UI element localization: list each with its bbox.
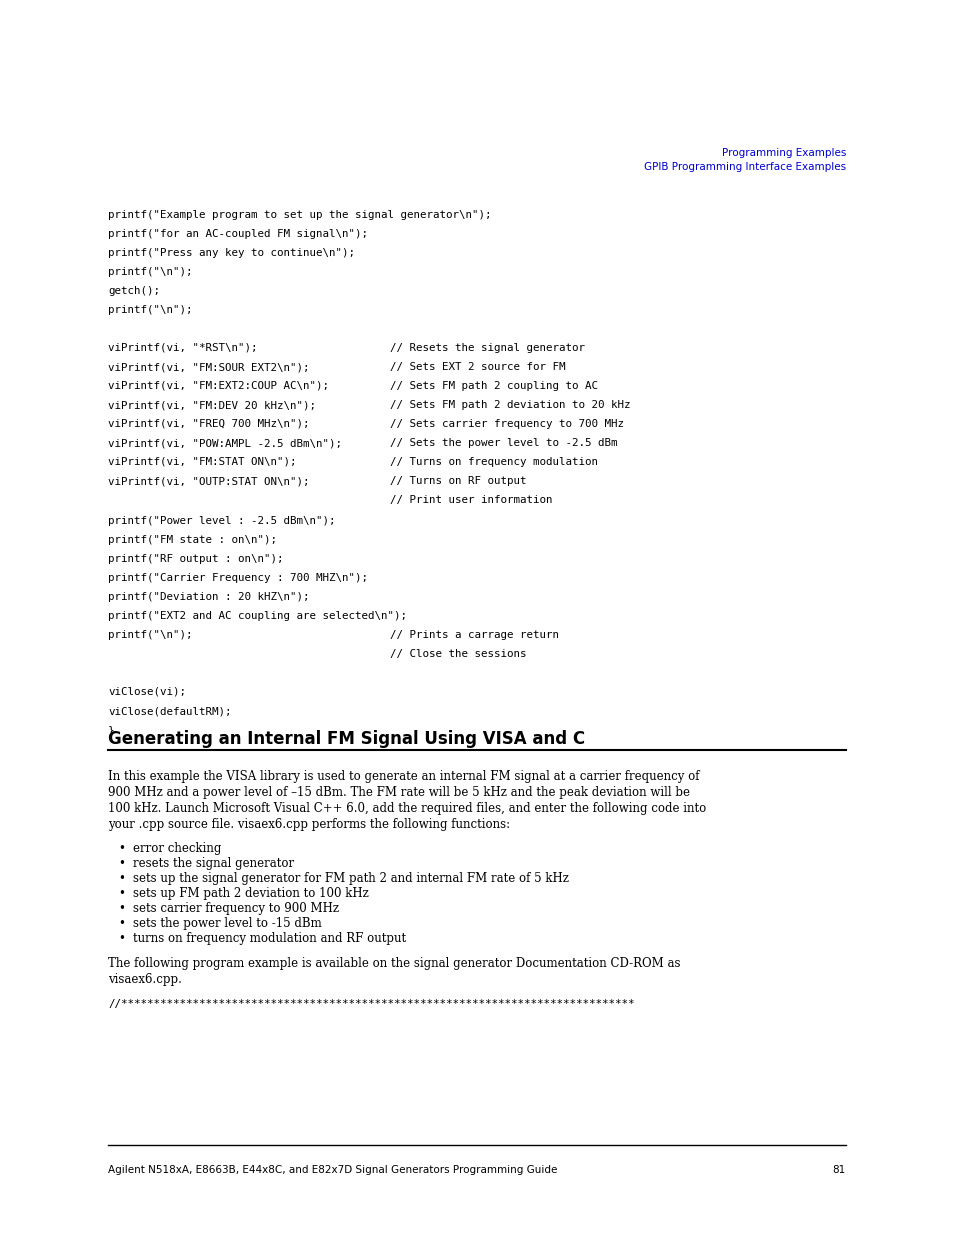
Text: // Turns on RF output: // Turns on RF output — [390, 475, 526, 487]
Text: •: • — [118, 872, 125, 885]
Text: printf("for an AC-coupled FM signal\n");: printf("for an AC-coupled FM signal\n"); — [108, 228, 368, 240]
Text: 900 MHz and a power level of –15 dBm. The FM rate will be 5 kHz and the peak dev: 900 MHz and a power level of –15 dBm. Th… — [108, 785, 689, 799]
Text: The following program example is available on the signal generator Documentation: The following program example is availab… — [108, 957, 679, 969]
Text: sets up FM path 2 deviation to 100 kHz: sets up FM path 2 deviation to 100 kHz — [132, 887, 369, 900]
Text: GPIB Programming Interface Examples: GPIB Programming Interface Examples — [643, 162, 845, 172]
Text: Programming Examples: Programming Examples — [720, 148, 845, 158]
Text: printf("RF output : on\n");: printf("RF output : on\n"); — [108, 555, 283, 564]
Text: •: • — [118, 918, 125, 930]
Text: Generating an Internal FM Signal Using VISA and C: Generating an Internal FM Signal Using V… — [108, 730, 584, 748]
Text: •: • — [118, 902, 125, 915]
Text: printf("Example program to set up the signal generator\n");: printf("Example program to set up the si… — [108, 210, 491, 220]
Text: turns on frequency modulation and RF output: turns on frequency modulation and RF out… — [132, 932, 406, 945]
Text: •: • — [118, 887, 125, 900]
Text: // Sets FM path 2 deviation to 20 kHz: // Sets FM path 2 deviation to 20 kHz — [390, 400, 630, 410]
Text: printf("Power level : -2.5 dBm\n");: printf("Power level : -2.5 dBm\n"); — [108, 516, 335, 526]
Text: •: • — [118, 842, 125, 855]
Text: printf("EXT2 and AC coupling are selected\n");: printf("EXT2 and AC coupling are selecte… — [108, 611, 407, 621]
Text: // Sets the power level to -2.5 dBm: // Sets the power level to -2.5 dBm — [390, 438, 617, 448]
Text: resets the signal generator: resets the signal generator — [132, 857, 294, 869]
Text: In this example the VISA library is used to generate an internal FM signal at a : In this example the VISA library is used… — [108, 769, 699, 783]
Text: viPrintf(vi, "FM:EXT2:COUP AC\n");: viPrintf(vi, "FM:EXT2:COUP AC\n"); — [108, 382, 329, 391]
Text: printf("\n");: printf("\n"); — [108, 305, 193, 315]
Text: // Prints a carrage return: // Prints a carrage return — [390, 630, 558, 640]
Text: printf("\n");: printf("\n"); — [108, 630, 193, 640]
Text: sets up the signal generator for FM path 2 and internal FM rate of 5 kHz: sets up the signal generator for FM path… — [132, 872, 568, 885]
Text: sets the power level to -15 dBm: sets the power level to -15 dBm — [132, 918, 321, 930]
Text: // Print user information: // Print user information — [390, 495, 552, 505]
Text: Agilent N518xA, E8663B, E44x8C, and E82x7D Signal Generators Programming Guide: Agilent N518xA, E8663B, E44x8C, and E82x… — [108, 1165, 557, 1174]
Text: viPrintf(vi, "*RST\n");: viPrintf(vi, "*RST\n"); — [108, 343, 257, 353]
Text: // Sets EXT 2 source for FM: // Sets EXT 2 source for FM — [390, 362, 565, 372]
Text: visaex6.cpp.: visaex6.cpp. — [108, 973, 182, 986]
Text: viPrintf(vi, "FM:DEV 20 kHz\n");: viPrintf(vi, "FM:DEV 20 kHz\n"); — [108, 400, 315, 410]
Text: }: } — [108, 725, 114, 735]
Text: 81: 81 — [832, 1165, 845, 1174]
Text: //******************************************************************************: //**************************************… — [108, 999, 634, 1009]
Text: // Turns on frequency modulation: // Turns on frequency modulation — [390, 457, 598, 467]
Text: error checking: error checking — [132, 842, 221, 855]
Text: // Resets the signal generator: // Resets the signal generator — [390, 343, 584, 353]
Text: viPrintf(vi, "POW:AMPL -2.5 dBm\n");: viPrintf(vi, "POW:AMPL -2.5 dBm\n"); — [108, 438, 341, 448]
Text: printf("Carrier Frequency : 700 MHZ\n");: printf("Carrier Frequency : 700 MHZ\n"); — [108, 573, 368, 583]
Text: // Close the sessions: // Close the sessions — [390, 650, 526, 659]
Text: // Sets carrier frequency to 700 MHz: // Sets carrier frequency to 700 MHz — [390, 419, 623, 429]
Text: printf("\n");: printf("\n"); — [108, 267, 193, 277]
Text: printf("Press any key to continue\n");: printf("Press any key to continue\n"); — [108, 248, 355, 258]
Text: viPrintf(vi, "FREQ 700 MHz\n");: viPrintf(vi, "FREQ 700 MHz\n"); — [108, 419, 309, 429]
Text: sets carrier frequency to 900 MHz: sets carrier frequency to 900 MHz — [132, 902, 338, 915]
Text: viClose(vi);: viClose(vi); — [108, 687, 186, 697]
Text: printf("FM state : on\n");: printf("FM state : on\n"); — [108, 535, 276, 545]
Text: viPrintf(vi, "FM:STAT ON\n");: viPrintf(vi, "FM:STAT ON\n"); — [108, 457, 296, 467]
Text: getch();: getch(); — [108, 287, 160, 296]
Text: viPrintf(vi, "FM:SOUR EXT2\n");: viPrintf(vi, "FM:SOUR EXT2\n"); — [108, 362, 309, 372]
Text: 100 kHz. Launch Microsoft Visual C++ 6.0, add the required files, and enter the : 100 kHz. Launch Microsoft Visual C++ 6.0… — [108, 802, 705, 815]
Text: viPrintf(vi, "OUTP:STAT ON\n");: viPrintf(vi, "OUTP:STAT ON\n"); — [108, 475, 309, 487]
Text: // Sets FM path 2 coupling to AC: // Sets FM path 2 coupling to AC — [390, 382, 598, 391]
Text: your .cpp source file. visaex6.cpp performs the following functions:: your .cpp source file. visaex6.cpp perfo… — [108, 818, 510, 831]
Text: •: • — [118, 857, 125, 869]
Text: printf("Deviation : 20 kHZ\n");: printf("Deviation : 20 kHZ\n"); — [108, 592, 309, 601]
Text: viClose(defaultRM);: viClose(defaultRM); — [108, 706, 232, 716]
Text: •: • — [118, 932, 125, 945]
